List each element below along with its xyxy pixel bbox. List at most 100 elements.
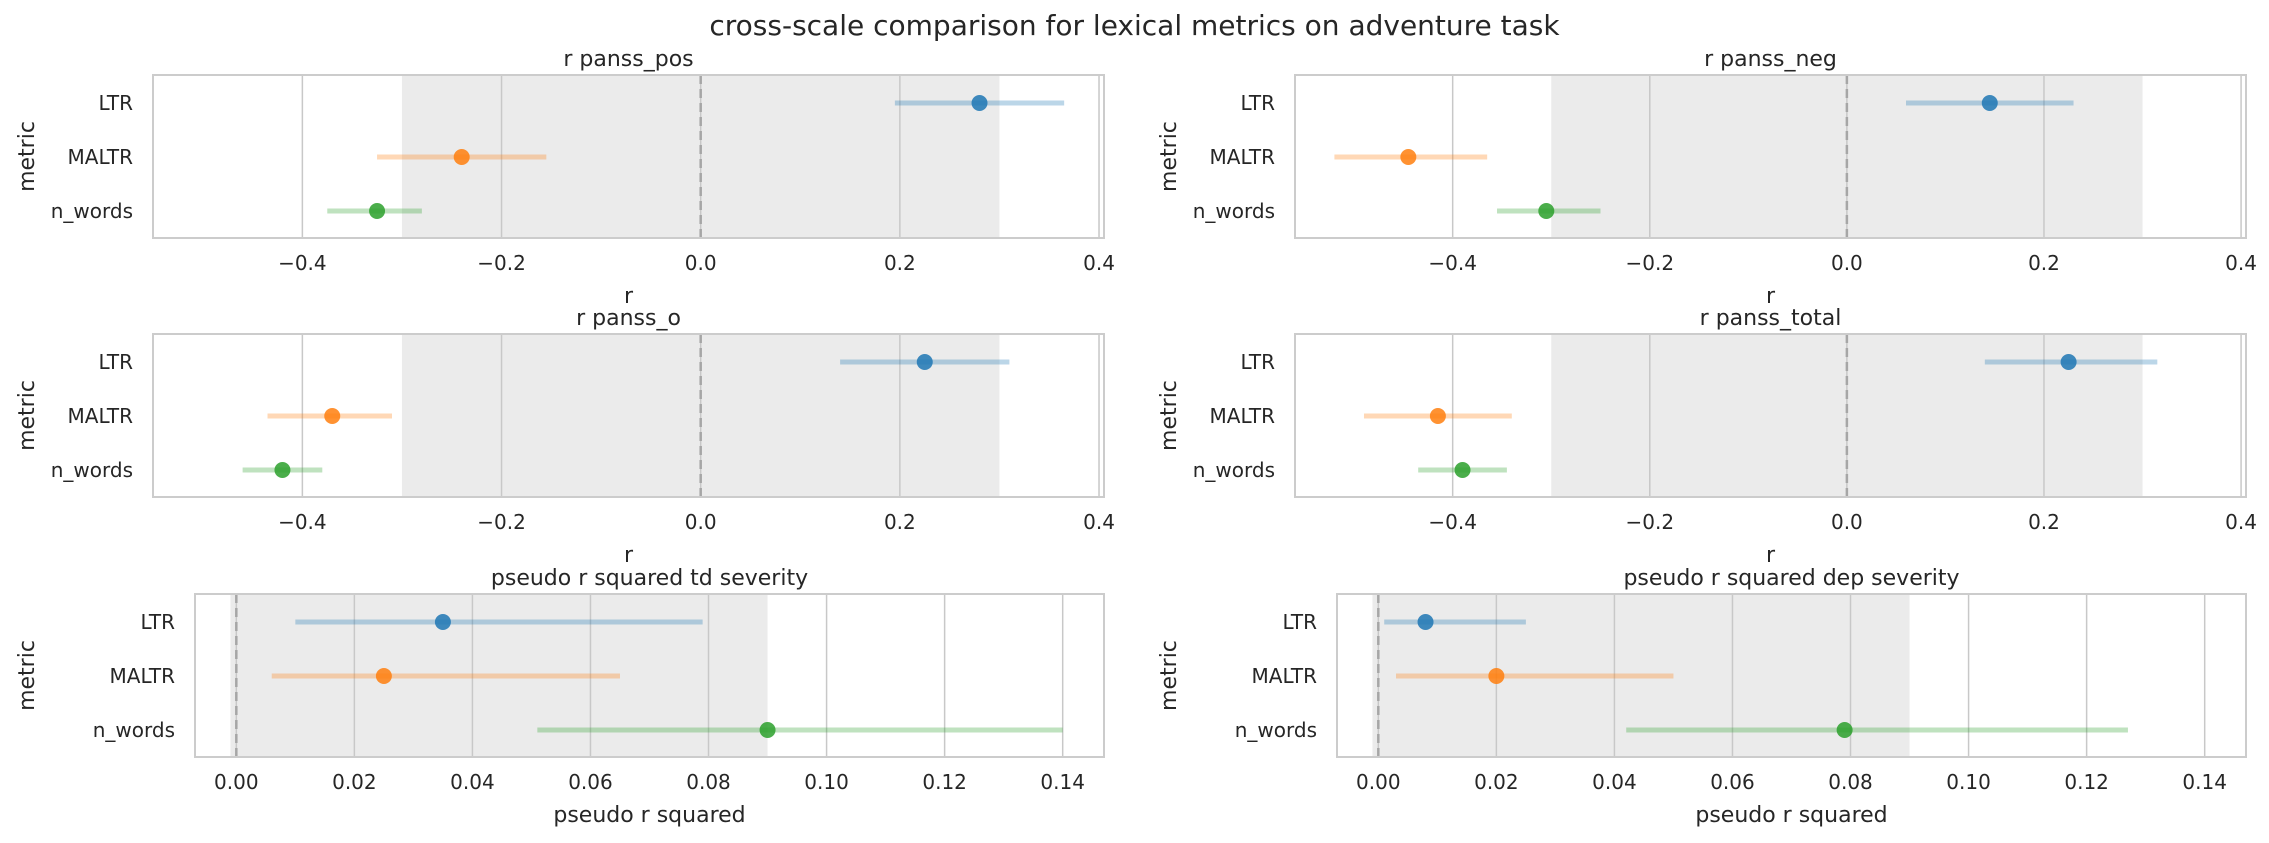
- x-tick-label: 0.2: [2028, 251, 2060, 275]
- y-tick-label: n_words: [51, 458, 133, 482]
- plot-frame: [152, 74, 1105, 239]
- point-n_words: [1454, 462, 1471, 478]
- x-axis-label: r: [624, 543, 634, 568]
- y-axis-label: metric: [15, 640, 40, 711]
- y-axis-label: metric: [1157, 640, 1182, 711]
- y-tick-label: MALTR: [68, 145, 134, 169]
- x-tick-label: 0.02: [332, 770, 377, 794]
- y-tick-label: n_words: [1235, 718, 1317, 742]
- point-LTR: [2060, 354, 2077, 370]
- point-LTR: [1417, 614, 1434, 630]
- y-tick-label: MALTR: [110, 664, 176, 688]
- x-tick-label: −0.4: [1428, 510, 1477, 534]
- y-tick-label: MALTR: [1252, 664, 1318, 688]
- x-tick-label: 0.10: [1946, 770, 1991, 794]
- y-tick-label: LTR: [140, 610, 175, 634]
- y-tick-label: MALTR: [1210, 145, 1276, 169]
- x-tick-label: 0.4: [2225, 251, 2257, 275]
- point-LTR: [971, 95, 988, 111]
- point-LTR: [1981, 95, 1998, 111]
- x-tick-label: −0.4: [278, 251, 327, 275]
- x-tick-label: 0.2: [2028, 510, 2060, 534]
- x-tick-label: 0.04: [1592, 770, 1637, 794]
- point-MALTR: [324, 408, 341, 424]
- x-tick-label: −0.2: [477, 251, 526, 275]
- y-tick-label: n_words: [1193, 199, 1275, 223]
- subplot-title: r panss_o: [576, 306, 681, 331]
- y-tick-label: LTR: [98, 350, 133, 374]
- subplot-title: r panss_total: [1700, 306, 1842, 331]
- x-axis-label: r: [1766, 284, 1776, 309]
- point-n_words: [759, 722, 776, 738]
- plot-frame: [194, 593, 1105, 758]
- x-tick-label: 0.04: [450, 770, 495, 794]
- y-axis-label: metric: [1157, 121, 1182, 192]
- point-LTR: [916, 354, 933, 370]
- x-tick-label: −0.2: [477, 510, 526, 534]
- reference-band: [1372, 594, 1910, 757]
- y-axis-label: metric: [1157, 380, 1182, 451]
- x-tick-label: 0.4: [2225, 510, 2257, 534]
- y-tick-label: LTR: [1240, 350, 1275, 374]
- x-tick-label: 0.12: [922, 770, 967, 794]
- y-tick-label: MALTR: [68, 404, 134, 428]
- x-tick-label: 0.00: [214, 770, 259, 794]
- x-tick-label: 0.0: [1831, 251, 1863, 275]
- y-tick-label: n_words: [93, 718, 175, 742]
- x-tick-label: 0.0: [1831, 510, 1863, 534]
- reference-band: [230, 594, 768, 757]
- y-tick-label: LTR: [1240, 91, 1275, 115]
- x-tick-label: 0.02: [1474, 770, 1519, 794]
- subplot-title: pseudo r squared dep severity: [1623, 566, 1959, 591]
- x-axis-label: r: [1766, 543, 1776, 568]
- subplot-title: r panss_pos: [563, 47, 693, 72]
- x-tick-label: −0.4: [278, 510, 327, 534]
- point-MALTR: [1429, 408, 1446, 424]
- point-n_words: [1538, 203, 1555, 219]
- x-tick-label: 0.00: [1356, 770, 1401, 794]
- x-tick-label: −0.2: [1625, 251, 1674, 275]
- x-tick-label: 0.4: [1083, 510, 1115, 534]
- x-tick-label: 0.2: [884, 510, 916, 534]
- point-LTR: [434, 614, 451, 630]
- x-tick-label: 0.14: [2182, 770, 2227, 794]
- x-tick-label: 0.14: [1040, 770, 1085, 794]
- x-tick-label: 0.06: [1710, 770, 1755, 794]
- x-tick-label: 0.12: [2064, 770, 2109, 794]
- y-axis-label: metric: [15, 121, 40, 192]
- y-tick-label: n_words: [1193, 458, 1275, 482]
- figure-title: cross-scale comparison for lexical metri…: [709, 9, 1560, 42]
- y-tick-label: n_words: [51, 199, 133, 223]
- plot-frame: [152, 333, 1105, 498]
- x-tick-label: 0.0: [685, 251, 717, 275]
- point-MALTR: [375, 668, 392, 684]
- y-tick-label: LTR: [1282, 610, 1317, 634]
- x-tick-label: −0.2: [1625, 510, 1674, 534]
- y-tick-label: MALTR: [1210, 404, 1276, 428]
- x-axis-label: pseudo r squared: [1695, 803, 1887, 828]
- x-tick-label: 0.10: [804, 770, 849, 794]
- point-MALTR: [1400, 149, 1417, 165]
- subplot-title: pseudo r squared td severity: [491, 566, 808, 591]
- x-axis-label: pseudo r squared: [553, 803, 745, 828]
- x-tick-label: −0.4: [1428, 251, 1477, 275]
- point-MALTR: [453, 149, 470, 165]
- point-n_words: [274, 462, 291, 478]
- point-MALTR: [1488, 668, 1505, 684]
- point-n_words: [369, 203, 386, 219]
- plot-frame: [1294, 333, 2247, 498]
- y-axis-label: metric: [15, 380, 40, 451]
- point-n_words: [1836, 722, 1853, 738]
- x-tick-label: 0.08: [686, 770, 731, 794]
- x-axis-label: r: [624, 284, 634, 309]
- x-tick-label: 0.06: [568, 770, 613, 794]
- subplot-title: r panss_neg: [1704, 47, 1837, 72]
- x-tick-label: 0.0: [685, 510, 717, 534]
- x-tick-label: 0.2: [884, 251, 916, 275]
- plot-frame: [1336, 593, 2247, 758]
- y-tick-label: LTR: [98, 91, 133, 115]
- plot-frame: [1294, 74, 2247, 239]
- x-tick-label: 0.4: [1083, 251, 1115, 275]
- x-tick-label: 0.08: [1828, 770, 1873, 794]
